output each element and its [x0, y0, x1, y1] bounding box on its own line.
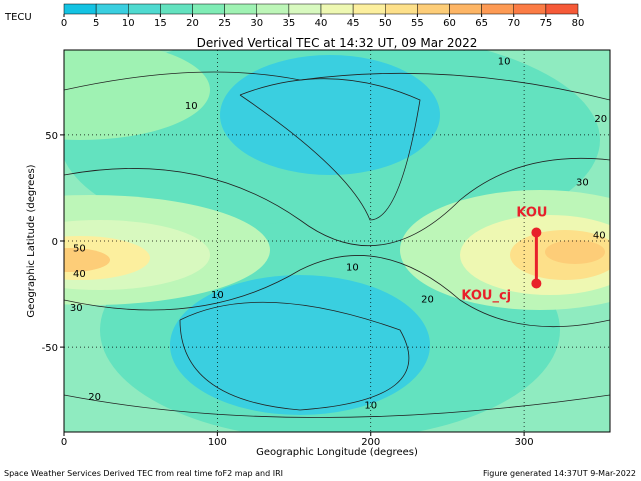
contour-label: 30	[70, 303, 83, 314]
contour-label: 10	[498, 57, 511, 68]
colorbar-segment	[481, 3, 514, 15]
y-tick-label: 0	[52, 237, 58, 248]
colorbar-segment	[352, 3, 386, 15]
colorbar-tick-label: 10	[122, 18, 135, 29]
colorbar-segment	[320, 3, 354, 15]
contour-label: 20	[421, 294, 434, 305]
y-tick-label: -50	[42, 343, 58, 354]
colorbar-tick-label: 55	[411, 18, 424, 29]
station-marker	[531, 278, 542, 289]
x-tick-label: 200	[361, 437, 380, 448]
contour-label: 20	[88, 392, 101, 403]
colorbar-tick-label: 75	[540, 18, 553, 29]
station-label: KOU	[516, 206, 547, 221]
x-axis-label: Geographic Longitude (degrees)	[256, 447, 418, 458]
x-tick-label: 100	[208, 437, 227, 448]
map-title: Derived Vertical TEC at 14:32 UT, 09 Mar…	[197, 36, 478, 50]
contour-label: 10	[346, 262, 359, 273]
colorbar-tick-label: 60	[443, 18, 456, 29]
colorbar-label: TECU	[4, 12, 32, 23]
colorbar-tick-label: 65	[475, 18, 488, 29]
contour-label: 10	[185, 101, 198, 112]
contour-label: 30	[576, 178, 589, 189]
colorbar-segment	[256, 3, 290, 15]
x-tick-label: 300	[515, 437, 534, 448]
contour-label: 10	[211, 290, 224, 301]
tec-field	[64, 50, 610, 432]
colorbar-tick-label: 80	[572, 18, 585, 29]
colorbar-segment	[95, 3, 129, 15]
colorbar-segment	[224, 3, 257, 15]
colorbar-tick-label: 25	[218, 18, 231, 29]
colorbar-segment	[545, 3, 579, 15]
contour-label: 40	[593, 231, 606, 242]
contour-label: 10	[364, 400, 377, 411]
station-label: KOU_cj	[461, 288, 511, 303]
colorbar-tick-label: 45	[347, 18, 360, 29]
colorbar-tick-label: 15	[154, 18, 167, 29]
footer-left: Space Weather Services Derived TEC from …	[4, 469, 283, 478]
colorbar-segment	[63, 3, 97, 15]
colorbar-segment	[449, 3, 482, 15]
colorbar-segment	[513, 3, 547, 15]
station-marker	[531, 227, 542, 238]
colorbar-tick-label: 20	[186, 18, 199, 29]
x-tick-label: 0	[61, 437, 67, 448]
colorbar-segment	[192, 3, 225, 15]
y-tick-label: 50	[45, 131, 58, 142]
colorbar-tick-label: 35	[283, 18, 296, 29]
colorbar-tick-label: 0	[61, 18, 67, 29]
contour-label: 50	[73, 243, 86, 254]
colorbar-tick-label: 5	[93, 18, 99, 29]
colorbar-segment	[385, 3, 418, 15]
contour-label: 40	[73, 269, 86, 280]
colorbar-tick-label: 40	[315, 18, 328, 29]
colorbar-segment	[417, 3, 450, 15]
colorbar-segment	[288, 3, 322, 15]
colorbar-tick-label: 30	[250, 18, 263, 29]
footer-right: Figure generated 14:37UT 9-Mar-2022	[483, 469, 636, 478]
contour-label: 20	[594, 114, 607, 125]
colorbar-tick-label: 70	[507, 18, 520, 29]
colorbar-segment	[128, 3, 161, 15]
y-axis-label: Geographic Latitude (degrees)	[26, 164, 37, 317]
colorbar-tick-label: 50	[379, 18, 392, 29]
colorbar-segment	[160, 3, 193, 15]
